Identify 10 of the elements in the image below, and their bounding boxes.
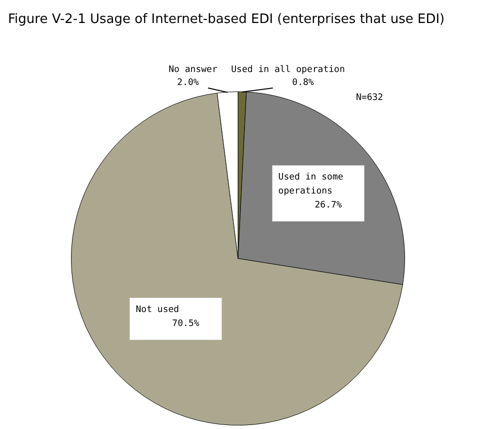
- data-label: 2.0%: [177, 78, 200, 88]
- text: N=632: [356, 93, 384, 103]
- data-label: 0.8%: [292, 78, 314, 88]
- slice-label: Used in some operations: [278, 172, 344, 197]
- chart-title: Figure V-2-1 Usage of Internet-based EDI (enterprises that use EDI): [8, 12, 445, 27]
- data-label: 26.7%: [314, 200, 342, 211]
- data-label: 70.5%: [172, 319, 200, 330]
- slice-label: No answer: [168, 65, 218, 76]
- slice-label: Not used: [136, 305, 180, 316]
- slice-label: Used in all operation: [231, 65, 345, 76]
